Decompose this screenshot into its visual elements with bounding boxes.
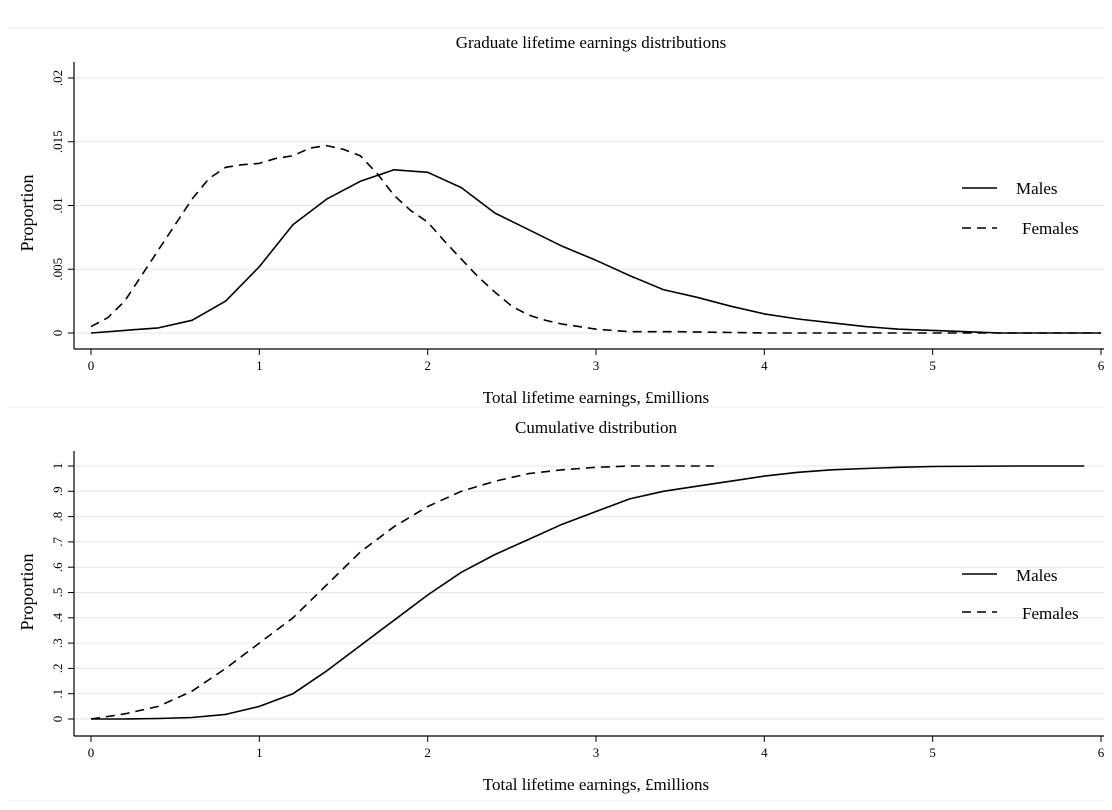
- x-tick-label: 3: [593, 745, 600, 760]
- x-tick-label: 6: [1098, 358, 1105, 373]
- series-line-females: [90, 465, 714, 720]
- x-axis-label: Total lifetime earnings, £millions: [483, 388, 709, 407]
- series-line-males: [91, 465, 1085, 720]
- chart-title: Cumulative distribution: [515, 418, 677, 437]
- y-tick-label: .015: [50, 130, 65, 153]
- y-tick-label: .1: [50, 689, 65, 699]
- series-line-males: [90, 169, 1101, 334]
- y-tick-label: .3: [50, 638, 65, 648]
- x-tick-label: 4: [761, 745, 768, 760]
- y-tick-label: .005: [50, 258, 65, 281]
- y-tick-label: 0: [50, 716, 65, 723]
- legend-label-males: Males: [1016, 179, 1058, 198]
- y-tick-label: .2: [50, 664, 65, 674]
- x-tick-label: 5: [929, 358, 936, 373]
- density-panel: Graduate lifetime earnings distributions…: [0, 0, 1112, 407]
- legend-label-males: Males: [1016, 566, 1058, 585]
- y-tick-label: .4: [50, 612, 65, 622]
- y-axis-label: Proportion: [17, 553, 37, 630]
- legend-label-females: Females: [1022, 219, 1079, 238]
- x-axis-label: Total lifetime earnings, £millions: [483, 775, 709, 794]
- x-tick-label: 2: [424, 745, 431, 760]
- cumulative-panel: Cumulative distribution Proportion Total…: [8, 406, 1105, 794]
- panel-background: [0, 0, 1112, 405]
- legend-label-females: Females: [1022, 604, 1079, 623]
- y-tick-label: .7: [50, 537, 65, 547]
- x-tick-label: 5: [929, 745, 936, 760]
- y-tick-label: .02: [50, 70, 65, 86]
- y-tick-label: 1: [50, 463, 65, 470]
- y-tick-label: .01: [50, 197, 65, 213]
- x-tick-label: 1: [256, 745, 263, 760]
- y-tick-label: .9: [50, 486, 65, 496]
- x-tick-label: 0: [88, 358, 95, 373]
- y-tick-label: .5: [50, 588, 65, 598]
- x-tick-label: 4: [761, 358, 768, 373]
- x-tick-label: 1: [256, 358, 263, 373]
- x-tick-label: 6: [1098, 745, 1105, 760]
- y-tick-label: .8: [50, 512, 65, 522]
- x-tick-label: 0: [88, 745, 95, 760]
- x-tick-label: 2: [424, 358, 431, 373]
- y-axis-label: Proportion: [17, 174, 37, 251]
- y-tick-label: 0: [50, 330, 65, 337]
- chart-title: Graduate lifetime earnings distributions: [456, 33, 727, 52]
- x-tick-label: 3: [593, 358, 600, 373]
- y-tick-label: .6: [50, 562, 65, 572]
